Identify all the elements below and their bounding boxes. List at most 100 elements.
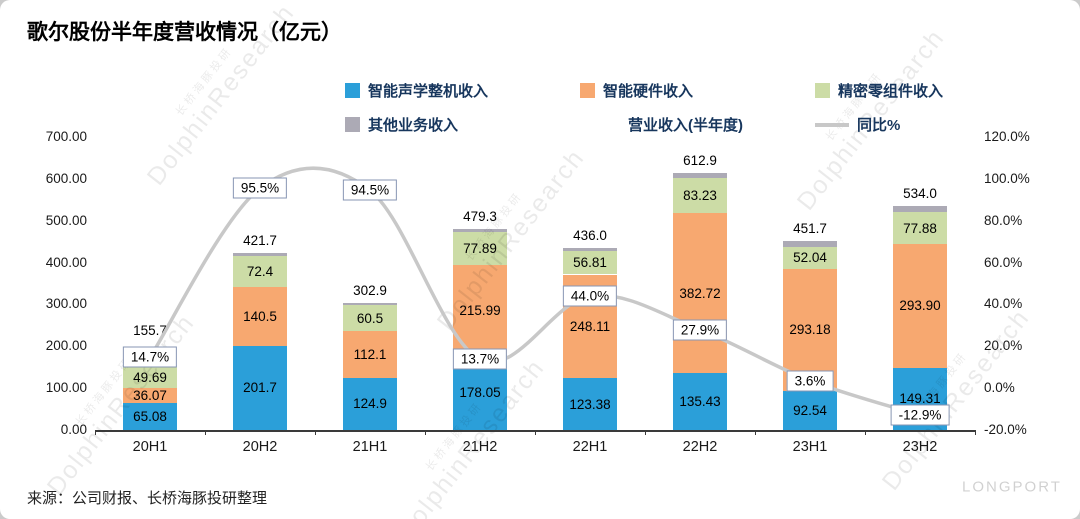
legend-item: 同比%: [815, 114, 1050, 135]
y-axis-label-right: 80.0%: [984, 212, 1023, 228]
y-axis-label-right: 60.0%: [984, 254, 1023, 270]
segment-value-label: 140.5: [243, 308, 277, 324]
legend-swatch-icon: [815, 83, 830, 98]
segment-value-label: 135.43: [679, 394, 721, 410]
yoy-percent-label: -12.9%: [890, 404, 950, 426]
legend-item: 精密零组件收入: [815, 80, 1050, 101]
legend-line-marker-icon: [815, 122, 849, 127]
page-title: 歌尔股份半年度营收情况（亿元）: [27, 21, 342, 44]
x-axis-label: 23H1: [792, 439, 828, 455]
bar-segment: [893, 206, 947, 212]
segment-value-label: 77.89: [463, 241, 497, 257]
segment-value-label: 201.7: [243, 380, 277, 396]
total-value-label: 421.7: [243, 233, 277, 249]
y-axis-label-left: 300.00: [45, 296, 87, 312]
segment-value-label: 72.4: [246, 264, 274, 280]
yoy-percent-label: 14.7%: [122, 346, 178, 368]
legend-label: 其他业务收入: [368, 117, 459, 134]
legend-item: 其他业务收入: [345, 114, 580, 135]
segment-value-label: 49.69: [133, 369, 167, 385]
segment-value-label: 92.54: [793, 403, 827, 419]
legend-row: 智能声学整机收入 智能硬件收入 精密零组件收入: [345, 80, 1050, 101]
legend-item: 智能硬件收入: [580, 80, 815, 101]
x-axis-tick: [535, 430, 536, 435]
segment-value-label: 56.81: [573, 255, 607, 271]
total-value-label: 534.0: [903, 186, 937, 202]
segment-value-label: 215.99: [459, 302, 501, 318]
y-axis-label-left: 100.00: [45, 380, 87, 396]
bar-segment: [673, 173, 727, 179]
legend-label: 同比%: [857, 117, 901, 134]
segment-value-label: 178.05: [459, 385, 501, 401]
x-axis-label: 21H2: [462, 439, 498, 455]
x-axis-tick: [205, 430, 206, 435]
bar-segment: [233, 253, 287, 257]
legend-item: 营业收入(半年度): [580, 114, 815, 135]
y-axis-label-right: 0.0%: [984, 380, 1015, 396]
bar-segment: [343, 303, 397, 306]
y-axis-label-right: 100.0%: [984, 170, 1030, 186]
segment-value-label: 77.88: [903, 220, 937, 236]
legend-swatch-icon: [345, 117, 360, 132]
segment-value-label: 123.38: [569, 396, 611, 412]
y-axis-label-left: 200.00: [45, 338, 87, 354]
yoy-percent-label: 94.5%: [342, 179, 398, 201]
y-axis-label-right: -20.0%: [984, 422, 1027, 437]
legend-label: 精密零组件收入: [838, 83, 944, 100]
segment-value-label: 52.04: [793, 250, 827, 266]
yoy-percent-label: 44.0%: [562, 285, 618, 307]
yoy-percent-label: 3.6%: [786, 370, 834, 392]
total-value-label: 302.9: [353, 283, 387, 299]
bar-segment: [453, 229, 507, 233]
legend-label: 智能硬件收入: [603, 83, 694, 100]
total-value-label: 451.7: [793, 220, 827, 236]
y-axis-label-left: 500.00: [45, 212, 87, 228]
segment-value-label: 124.9: [353, 396, 387, 412]
segment-value-label: 65.08: [133, 408, 167, 424]
legend-row: 其他业务收入 营业收入(半年度) 同比%: [345, 114, 1050, 135]
segment-value-label: 112.1: [353, 346, 387, 362]
y-axis-label-left: 600.00: [45, 170, 87, 186]
legend-item: 智能声学整机收入: [345, 80, 580, 101]
yoy-percent-label: 27.9%: [672, 319, 728, 341]
segment-value-label: 293.90: [899, 298, 941, 314]
bar-segment: [563, 247, 617, 251]
y-axis-label-right: 20.0%: [984, 338, 1023, 354]
x-axis-tick: [95, 430, 96, 435]
y-axis-label-left: 700.00: [45, 129, 87, 144]
segment-value-label: 248.11: [569, 318, 611, 334]
x-axis-tick: [425, 430, 426, 435]
bar-segment: [783, 240, 837, 247]
total-value-label: 436.0: [573, 227, 607, 243]
y-axis-label-right: 40.0%: [984, 296, 1023, 312]
x-axis-label: 22H2: [682, 439, 718, 455]
x-axis-label: 22H1: [572, 439, 608, 455]
legend-label: 营业收入(半年度): [628, 117, 743, 134]
total-value-label: 479.3: [463, 209, 497, 225]
legend-swatch-icon: [580, 83, 595, 98]
x-axis-label: 21H1: [352, 439, 388, 455]
x-axis-tick: [975, 430, 976, 435]
segment-value-label: 60.5: [356, 310, 384, 326]
segment-value-label: 36.07: [133, 387, 167, 403]
yoy-percent-label: 13.7%: [452, 348, 508, 370]
legend-label: 智能声学整机收入: [368, 83, 489, 100]
y-axis-label-left: 0.00: [60, 422, 87, 437]
segment-value-label: 83.23: [683, 188, 717, 204]
segment-value-label: 293.18: [789, 322, 831, 338]
x-axis-tick: [865, 430, 866, 435]
x-axis-tick: [755, 430, 756, 435]
x-axis-tick: [315, 430, 316, 435]
total-value-label: 612.9: [683, 153, 717, 169]
yoy-percent-label: 95.5%: [232, 177, 288, 199]
y-axis-label-left: 400.00: [45, 254, 87, 270]
y-axis-label-right: 120.0%: [984, 129, 1030, 144]
x-axis-label: 20H2: [242, 439, 278, 455]
segment-value-label: 382.72: [679, 285, 721, 301]
x-axis-label: 23H2: [902, 439, 938, 455]
legend-swatch-icon: [345, 83, 360, 98]
source-note: 来源：公司财报、长桥海豚投研整理: [27, 490, 268, 507]
x-axis-label: 20H1: [132, 439, 168, 455]
